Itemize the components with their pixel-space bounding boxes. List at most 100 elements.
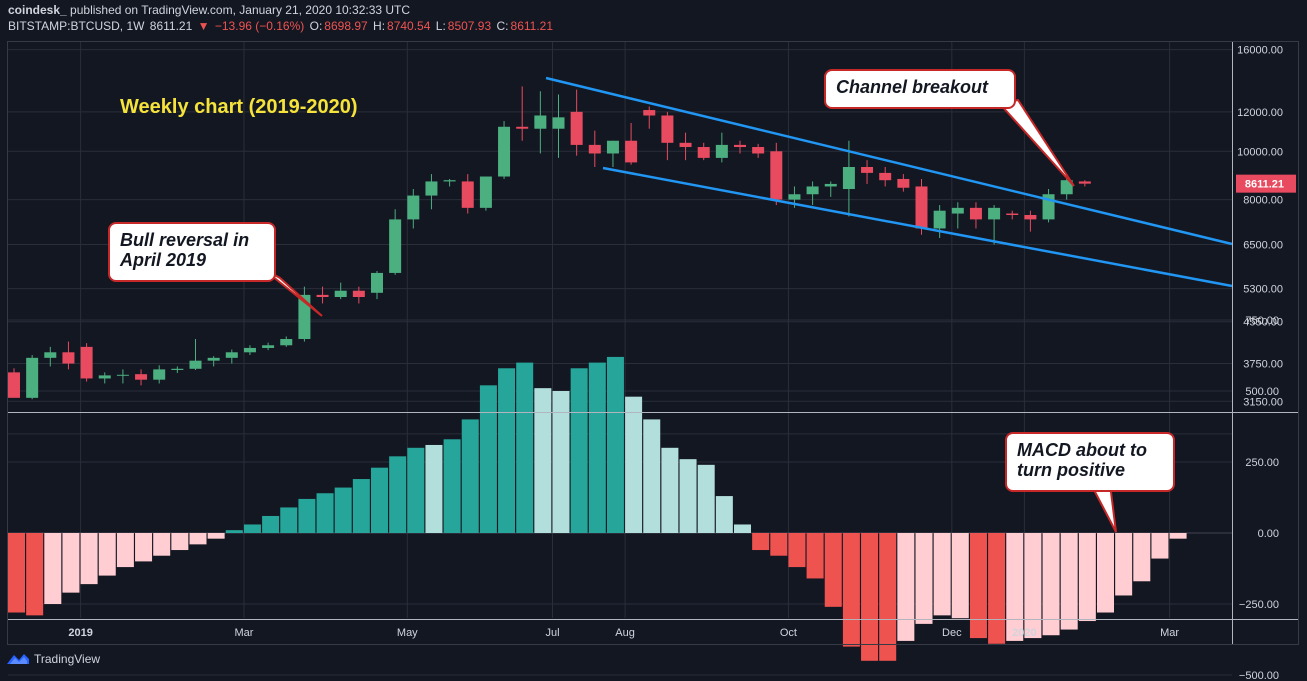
macd-bar <box>1024 533 1042 639</box>
candle <box>116 369 129 384</box>
footer-brand: TradingView <box>34 652 101 666</box>
time-tick-label: 2020 <box>1012 627 1036 639</box>
macd-bar <box>1169 533 1187 539</box>
candle <box>734 140 746 154</box>
price-tick-label: 5300.00 <box>1243 284 1283 296</box>
candle <box>969 202 982 229</box>
candle <box>643 106 656 129</box>
candle <box>588 130 601 168</box>
price-tick-label: 6500.00 <box>1243 240 1283 252</box>
macd-bar <box>552 391 570 533</box>
macd-bar <box>389 456 407 533</box>
macd-bar <box>842 533 860 647</box>
macd-bar <box>1133 533 1151 582</box>
candle <box>298 286 311 342</box>
macd-bar <box>153 533 171 556</box>
macd-bar <box>879 533 897 661</box>
macd-tick-label: 0.00 <box>1258 528 1279 540</box>
candle <box>44 346 57 367</box>
low-label: L: <box>435 19 446 33</box>
macd-bar <box>498 368 516 533</box>
candle <box>498 121 511 179</box>
macd-bar <box>1060 533 1078 630</box>
candle <box>153 365 166 384</box>
macd-bar <box>8 533 25 613</box>
macd-tick-label: 250.00 <box>1245 457 1279 469</box>
svg-text:8611.21: 8611.21 <box>1245 179 1284 191</box>
change-arrow-icon: ▼ <box>197 19 210 33</box>
macd-bar <box>1097 533 1114 613</box>
candle <box>770 142 783 206</box>
candle <box>389 209 402 275</box>
candle <box>189 339 202 370</box>
macd-bar <box>697 464 715 533</box>
macd-bar <box>243 524 261 533</box>
macd-bar <box>861 533 879 661</box>
time-tick-label: Jul <box>545 627 559 639</box>
macd-bar <box>1042 533 1060 636</box>
candle <box>806 181 819 206</box>
macd-bar <box>316 493 334 533</box>
macd-bar <box>298 498 316 533</box>
time-axis[interactable]: 2019 Mar May Jul Aug Oct Dec 2020 Mar <box>68 627 1179 639</box>
chart-header: coindesk_ published on TradingView.com, … <box>8 2 1298 34</box>
symbol-label[interactable]: BITSTAMP:BTCUSD, 1W <box>8 19 145 33</box>
time-tick-label: Mar <box>234 627 253 639</box>
macd-bar <box>734 524 751 533</box>
candle <box>8 368 20 398</box>
candle <box>135 369 148 386</box>
price-tick-label: 4550.00 <box>1243 317 1283 329</box>
macd-bar <box>1151 533 1169 559</box>
candle <box>171 366 184 373</box>
candle <box>262 342 275 351</box>
macd-histogram[interactable] <box>8 356 1187 661</box>
macd-bar <box>824 533 842 607</box>
author-name[interactable]: coindesk_ <box>8 3 67 17</box>
candle <box>752 143 765 158</box>
macd-bar <box>752 533 770 551</box>
close-value: 8611.21 <box>510 19 554 33</box>
candle <box>479 176 492 211</box>
candle <box>570 89 583 156</box>
macd-bar <box>806 533 824 579</box>
macd-bar <box>80 533 98 585</box>
price-tick-label: 3750.00 <box>1243 359 1283 371</box>
macd-bar <box>570 368 588 533</box>
macd-bar <box>606 356 624 533</box>
candle <box>516 86 529 141</box>
macd-bar <box>352 479 370 533</box>
candle <box>371 271 383 300</box>
pane-frames <box>7 41 1299 645</box>
tradingview-footer[interactable]: TradingView <box>6 652 100 666</box>
candlesticks[interactable] <box>8 86 1091 400</box>
macd-bar <box>788 533 806 568</box>
time-tick-label: 2019 <box>68 627 92 639</box>
candle <box>1042 189 1055 223</box>
candle <box>606 140 619 168</box>
candle <box>824 181 837 197</box>
macd-bar <box>534 388 552 533</box>
lower-channel-line <box>602 166 1233 288</box>
macd-bar <box>189 533 207 545</box>
macd-axis[interactable]: 750.00 500.00 250.00 0.00 −250.00 −500.00 <box>1239 315 1279 681</box>
bull-reversal-callout: Bull reversal in April 2019 <box>108 222 276 282</box>
candle <box>951 202 964 229</box>
channel-trendlines <box>545 76 1233 288</box>
candle <box>1006 210 1019 220</box>
open-value: 8698.97 <box>324 19 368 33</box>
close-label: C: <box>496 19 509 33</box>
candle <box>661 111 674 161</box>
tradingview-logo-icon <box>7 654 29 664</box>
macd-bar <box>588 362 606 533</box>
candle <box>407 189 420 229</box>
candle <box>1078 180 1091 187</box>
candle <box>26 355 39 400</box>
macd-bar <box>479 385 497 533</box>
price-axis[interactable]: 16000.00 12000.00 10000.00 8000.00 6500.00 53… <box>1236 45 1296 409</box>
candle <box>915 178 928 235</box>
macd-bar <box>625 396 643 533</box>
macd-bar <box>225 530 243 533</box>
candle <box>715 132 728 163</box>
macd-bar <box>933 533 951 616</box>
